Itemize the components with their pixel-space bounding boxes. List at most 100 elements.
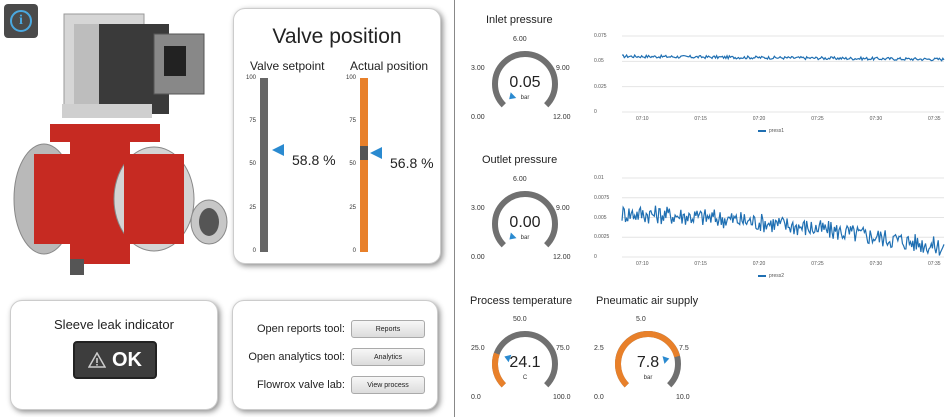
y-tick-label: 0.05 [594,58,604,65]
valve-setpoint-label: Valve setpoint [250,59,325,73]
info-icon: i [10,10,32,32]
inlet-pressure-chart: 0.075 0.05 0.025 0 07:10 07:15 07:20 07:25 07:30… [590,30,950,142]
x-tick-label: 07:25 [811,261,824,267]
setpoint-value: 58.8 % [292,151,336,168]
scale-tick: 0 [352,248,356,254]
sleeve-leak-title: Sleeve leak indicator [54,317,174,332]
scale-tick: 50 [249,161,256,167]
gauge-tick-label: 12.00 [553,254,571,261]
gauge-value: 7.8 [636,354,660,371]
series-line [621,53,945,62]
x-tick-label: 07:20 [752,261,766,267]
gauge-marker [509,92,517,100]
reports-button[interactable]: Reports [351,320,425,338]
gauge-tick-label: 10.0 [676,394,690,401]
x-tick-label: 07:30 [869,261,883,267]
gauge-tick-label: 6.00 [513,176,527,183]
pneumatic-air-gauge: 0.0 2.5 5.0 7.5 10.0 7.8 bar [588,312,708,407]
gauge-fill [492,352,507,388]
gauge-tick-label: 100.0 [553,394,571,401]
y-tick-label: 0.01 [594,175,604,181]
x-tick-label: 07:15 [694,116,707,122]
gauge-tick-label: 50.0 [513,316,527,323]
actual-marker [370,147,382,160]
gauge-value: 0.00 [509,214,541,231]
outlet-pressure-gauge: 0.00 3.00 6.00 9.00 12.00 0.00 bar [465,172,585,267]
sleeve-leak-status-button[interactable]: OK [73,341,157,379]
actual-value: 56.8 % [390,155,434,172]
legend-label: press1 [769,128,785,134]
legend-label: press2 [769,273,785,279]
scale-tick: 75 [349,118,356,124]
analytics-button[interactable]: Analytics [351,348,425,366]
valve-illustration [13,13,228,275]
chart-legend: press1 [758,128,784,134]
gauge-tick-label: 7.5 [679,345,689,352]
analytics-tool-label: Open analytics tool: [248,351,345,363]
gauge-unit: bar [520,235,530,241]
scale-tick: 25 [249,205,256,211]
gauge-track [492,191,558,248]
view-process-button[interactable]: View process [351,376,425,394]
gauge-dial [492,191,558,248]
actual-position-label: Actual position [350,59,429,73]
valve-position-title: Valve position [272,25,402,48]
warning-icon [88,352,106,368]
gauge-tick-label: 75.0 [556,345,570,352]
gauge-tick-label: 0.00 [471,114,485,121]
gauge-unit: bar [643,375,653,381]
gauge-value: 24.1 [509,354,541,371]
gauge-tick-label: 0.0 [594,394,604,401]
y-tick-label: 0.0075 [594,194,610,201]
gauge-fill [615,331,680,388]
gauge-tick-label: 6.00 [513,36,527,43]
gauge-tick-label: 3.00 [471,65,485,72]
gauge-marker [509,232,517,240]
inlet-pressure-title: Inlet pressure [486,14,553,26]
gauge-unit: bar [520,95,530,101]
gauge-tick-label: 2.5 [594,345,604,352]
gauge-tick-label: 0.0 [471,394,481,401]
gauge-dial [492,51,558,108]
y-tick-label: 0.005 [594,214,607,221]
y-tick-label: 0 [594,254,597,260]
x-tick-label: 07:20 [752,116,766,122]
tools-card: Open reports tool: Reports Open analytic… [232,300,438,410]
gauge-dial [615,331,681,388]
valve-lab-label: Flowrox valve lab: [256,379,345,391]
outlet-pressure-chart: 0.01 0.0075 0.005 0.0025 0 07:10 07:15 07:20 07:… [590,172,950,287]
x-tick-label: 07:35 [928,261,941,267]
x-tick-label: 07:30 [869,116,883,122]
chart-plot [621,177,945,258]
pneumatic-air-title: Pneumatic air supply [596,295,699,307]
sleeve-leak-card: Sleeve leak indicator OK [10,300,218,410]
process-temperature-gauge: 0.0 25.0 50.0 75.0 100.0 24.1 C [465,312,585,407]
gauge-tick-label: 0.00 [471,254,485,261]
outlet-pressure-title: Outlet pressure [482,154,558,166]
y-tick-label: 0.0025 [594,234,610,241]
info-button[interactable]: i [4,4,38,38]
setpoint-bar [260,78,268,252]
setpoint-marker[interactable] [272,143,284,156]
valve-position-card: Valve position Valve setpoint Actual pos… [233,8,441,264]
inlet-pressure-gauge: 0.00 3.00 6.00 9.00 12.00 0.05 bar [465,32,585,127]
scale-tick: 100 [345,75,356,81]
scale-tick: 75 [249,118,256,124]
process-temperature-title: Process temperature [470,295,573,307]
sleeve-leak-status: OK [112,348,142,371]
x-tick-label: 07:10 [636,261,649,267]
scale-tick: 50 [349,161,356,167]
actual-level-indicator [360,146,368,161]
x-tick-label: 07:35 [928,116,941,122]
gauge-value: 0.05 [509,74,541,91]
x-tick-label: 07:15 [694,261,707,267]
y-tick-label: 0.075 [594,33,607,39]
x-tick-label: 07:25 [811,116,824,122]
scale-tick: 25 [349,205,356,211]
scale-tick: 0 [252,248,256,254]
gauge-marker [662,356,670,364]
y-tick-label: 0 [594,109,597,115]
scale-tick: 100 [245,75,256,81]
gauge-track [492,51,558,108]
panel-divider [454,0,455,417]
